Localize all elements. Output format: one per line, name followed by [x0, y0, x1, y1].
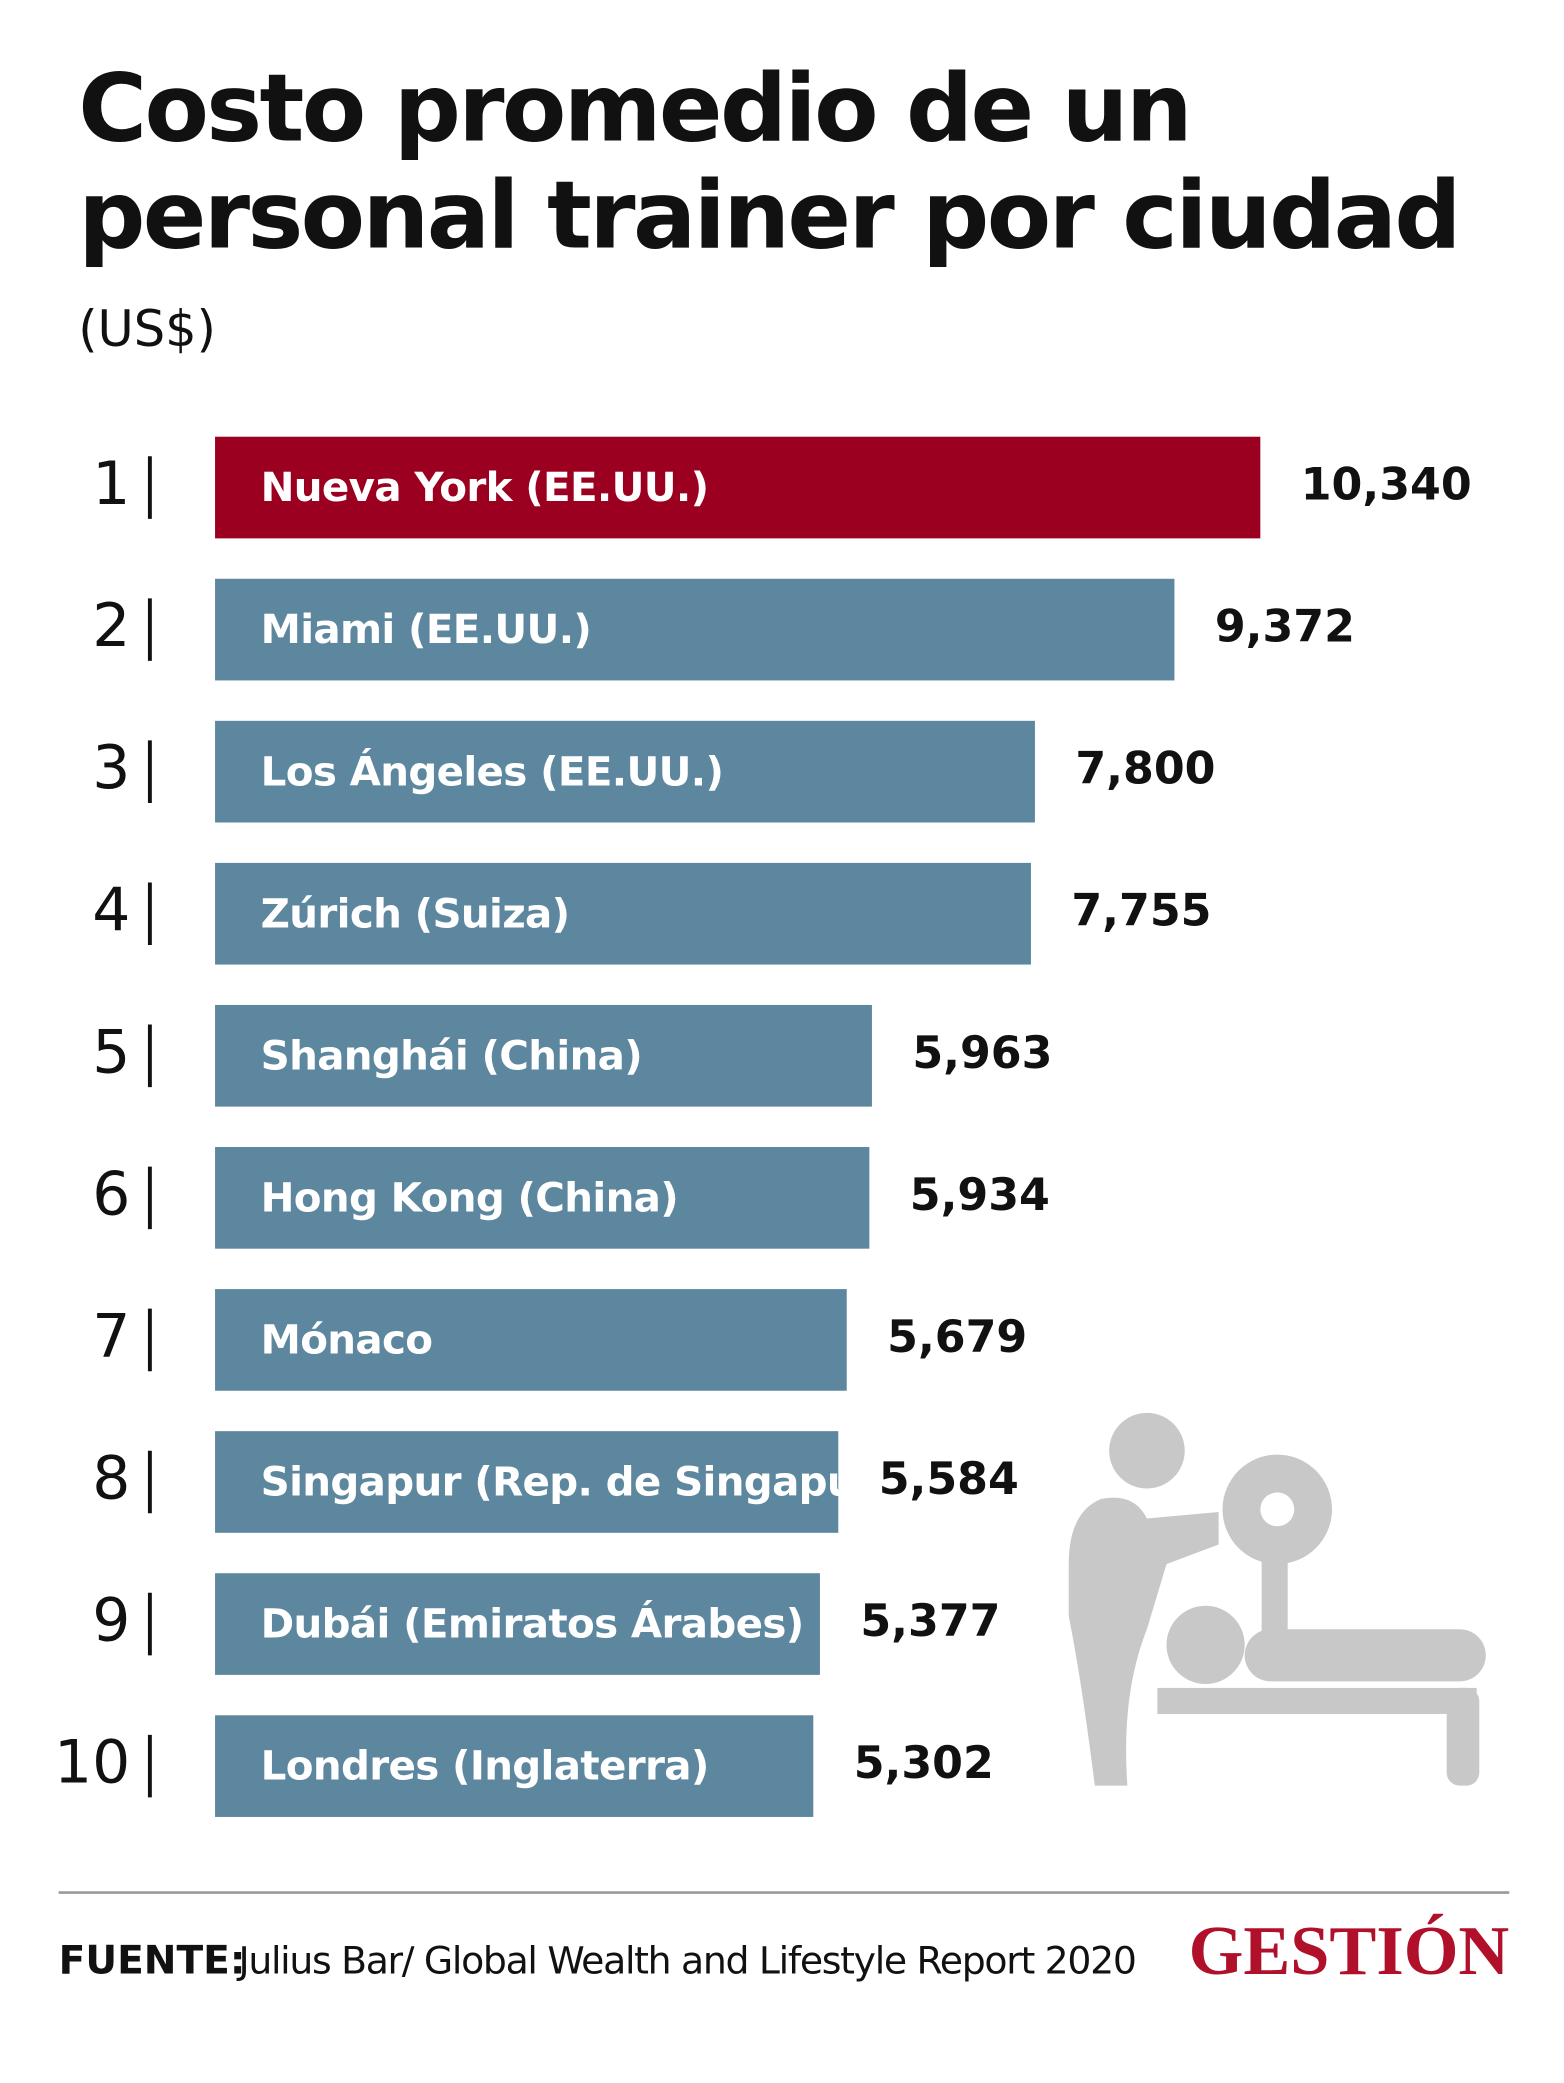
brand-logo: GESTIÓN: [1189, 1912, 1510, 1990]
bar: [215, 1715, 814, 1817]
chart-title: Costo promedio de un: [78, 55, 1190, 164]
bar: [215, 1289, 847, 1391]
category-label: Hong Kong (China): [261, 1173, 678, 1221]
bar: [215, 1147, 870, 1249]
value-label: 7,755: [1071, 886, 1211, 937]
category-label: Mónaco: [261, 1316, 433, 1364]
category-label: Dubái (Emiratos Árabes): [261, 1600, 804, 1648]
category-label: Singapur (Rep. de Singapur): [261, 1458, 892, 1506]
value-label: 5,679: [887, 1312, 1027, 1363]
rank: 1: [92, 449, 130, 519]
chart-subtitle: (US$): [78, 300, 216, 358]
value-label: 7,800: [1075, 744, 1215, 795]
category-label: Nueva York (EE.UU.): [261, 463, 709, 511]
value-label: 5,302: [854, 1738, 994, 1789]
category-label: Zúrich (Suiza): [261, 889, 570, 937]
value-label: 5,934: [910, 1170, 1050, 1221]
value-label: 9,372: [1215, 602, 1355, 653]
trainer-icon: [1068, 1412, 1486, 1786]
bar: [215, 862, 1031, 965]
rank: 9: [92, 1586, 130, 1656]
value-label: 10,340: [1301, 460, 1472, 511]
category-label: Londres (Inglaterra): [261, 1742, 709, 1790]
value-label: 5,963: [912, 1028, 1052, 1079]
rank: 5: [92, 1017, 130, 1087]
bar: [215, 578, 1175, 681]
bar: [215, 1004, 872, 1107]
value-label: 5,377: [860, 1596, 1000, 1647]
rank: 10: [54, 1728, 130, 1798]
bar: [215, 436, 1261, 539]
rank: 3: [92, 733, 130, 803]
source-label: FUENTE:: [59, 1938, 246, 1983]
category-label: Los Ángeles (EE.UU.): [261, 747, 724, 795]
rank: 6: [92, 1159, 130, 1229]
bar: [215, 720, 1035, 823]
rank: 7: [92, 1302, 130, 1372]
bar: [215, 1431, 839, 1533]
chart-title: personal trainer por ciudad: [78, 162, 1459, 271]
rank: 2: [92, 591, 130, 661]
source: Julius Bar/ Global Wealth and Lifestyle …: [237, 1938, 1136, 1982]
rank: 4: [92, 875, 130, 945]
rank: 8: [92, 1444, 130, 1514]
category-label: Miami (EE.UU.): [261, 605, 592, 653]
value-label: 5,584: [879, 1454, 1019, 1505]
bar: [215, 1573, 820, 1675]
category-label: Shanghái (China): [261, 1031, 642, 1079]
